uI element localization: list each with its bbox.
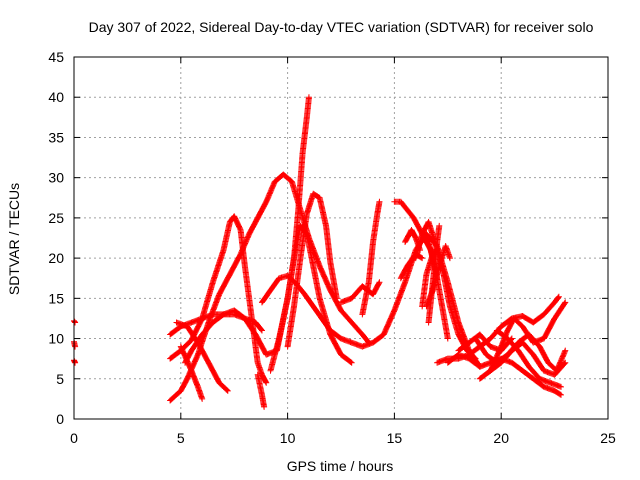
series-arc-10 [254, 371, 268, 410]
series-arc-31 [455, 331, 515, 354]
series-arc-6 [167, 171, 372, 404]
series-arc-25 [434, 351, 473, 366]
x-tick-label: 10 [280, 430, 296, 446]
data-points [402, 226, 424, 254]
data-points [254, 371, 268, 410]
y-tick-label: 45 [48, 49, 64, 65]
series-arc-1 [71, 317, 79, 326]
y-tick-label: 15 [48, 290, 64, 306]
y-tick-label: 25 [48, 210, 64, 226]
data-points [487, 299, 569, 374]
x-tick-label: 15 [387, 430, 403, 446]
x-axis-label: GPS time / hours [287, 458, 394, 474]
y-tick-label: 35 [48, 129, 64, 145]
data-points [173, 319, 231, 394]
y-tick-label: 30 [48, 170, 64, 186]
x-tick-label: 20 [493, 430, 509, 446]
series-arc-9 [177, 343, 206, 402]
series-arc-28 [476, 339, 569, 382]
series-arc-22 [397, 251, 426, 282]
data-points [177, 343, 206, 402]
y-axis-label: SDTVAR / TECUs [6, 183, 22, 295]
data-series [71, 94, 569, 410]
data-points [434, 351, 473, 366]
series-arc-13 [284, 190, 340, 350]
series-arc-5 [167, 213, 270, 386]
series-arc-21 [402, 226, 424, 254]
y-tick-label: 5 [56, 371, 64, 387]
data-points [71, 338, 79, 350]
data-points [421, 230, 441, 282]
series-arc-23 [421, 230, 441, 282]
x-tick-label: 0 [70, 430, 78, 446]
data-points [167, 171, 372, 404]
series-arc-15 [359, 198, 383, 318]
data-points [71, 317, 79, 326]
y-tick-label: 10 [48, 331, 64, 347]
x-tick-label: 5 [177, 430, 185, 446]
plot-frame [73, 56, 609, 420]
series-arc-3 [71, 357, 79, 366]
y-tick-label: 20 [48, 250, 64, 266]
data-points [267, 94, 312, 374]
data-points [359, 198, 383, 318]
data-points [167, 213, 270, 386]
y-tick-label: 0 [56, 411, 64, 427]
series-arc-14 [338, 279, 383, 306]
data-points [338, 279, 383, 306]
data-points [397, 251, 426, 282]
series-arc-2 [71, 338, 79, 350]
series-arc-29 [487, 299, 569, 374]
grid-lines [74, 57, 608, 419]
data-points [476, 339, 569, 382]
x-tick-label: 25 [600, 430, 616, 446]
series-arc-8 [173, 319, 231, 394]
y-tick-label: 40 [48, 89, 64, 105]
series-arc-12 [267, 94, 312, 374]
data-points [284, 190, 340, 350]
chart-title: Day 307 of 2022, Sidereal Day-to-day VTE… [89, 19, 594, 35]
data-points [455, 331, 515, 354]
x-axis-ticks: 0 5 10 15 20 25 [70, 57, 616, 446]
data-points [71, 357, 79, 366]
